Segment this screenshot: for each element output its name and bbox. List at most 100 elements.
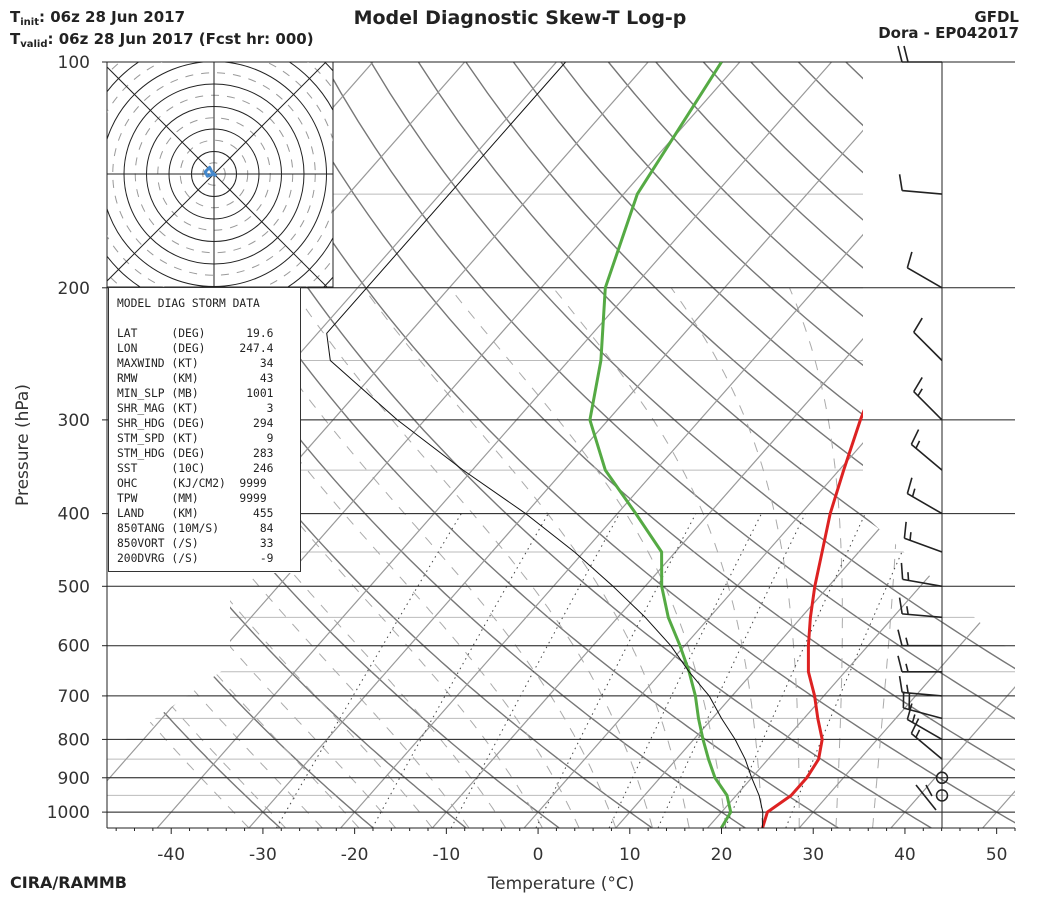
series-layer: [326, 62, 1015, 828]
wind-barb-staff: [902, 691, 943, 697]
wind-barb-feather: [906, 477, 913, 494]
valid-subscript: valid: [20, 39, 48, 50]
wind-barb-half-feather: [907, 572, 910, 581]
dry-adiabat: [1036, 62, 1040, 828]
moist-adiabat: [670, 287, 800, 828]
isotherm: [798, 62, 1015, 828]
isotherm: [431, 62, 1015, 828]
mixing-ratio-line: [450, 513, 620, 828]
dry-adiabat: [892, 62, 1015, 828]
wind-barb-feather: [910, 429, 920, 445]
y-tick-label: 700: [58, 687, 90, 707]
y-tick-label: 600: [58, 637, 90, 657]
storm-data-title: MODEL DIAG STORM DATA: [117, 297, 260, 310]
moist-adiabat: [107, 287, 360, 828]
isotherm: [707, 62, 1015, 828]
dry-adiabat: [275, 62, 1015, 828]
wind-barb-feather: [913, 317, 923, 333]
x-tick-label: -40: [157, 845, 185, 865]
wind-barb-half-feather: [917, 388, 923, 397]
valid-prefix: T: [10, 30, 21, 48]
storm-data-row: 200DVRG (/S) -9: [117, 552, 274, 565]
dry-adiabat: [987, 62, 1015, 828]
hodograph-grid: [107, 62, 333, 287]
moist-adiabat: [872, 287, 900, 828]
wind-barb-feather: [913, 377, 923, 393]
moist-adiabat: [107, 287, 250, 828]
wind-barb-staff: [902, 613, 943, 619]
x-tick-label: -30: [249, 845, 277, 865]
moist-adiabat: [789, 287, 843, 828]
x-tick-label: 10: [619, 845, 641, 865]
surface-wind-mark: [925, 784, 933, 797]
x-tick-label: 50: [986, 845, 1008, 865]
x-tick-label: 0: [533, 845, 544, 865]
storm-data-row: TPW (MM) 9999: [117, 492, 267, 505]
wind-barb-staff: [906, 718, 943, 741]
storm-data-row: 850TANG (10M/S) 84: [117, 522, 274, 535]
storm-data-box: MODEL DIAG STORM DATA LAT (DEG) 19.6 LON …: [108, 287, 301, 572]
wind-barb-staff: [906, 267, 943, 289]
wind-barb-staff: [913, 331, 943, 362]
init-subscript: init: [20, 17, 39, 28]
wind-barb-feather: [898, 676, 903, 693]
wind-barb-half-feather: [915, 729, 921, 738]
wind-barb-feather: [898, 174, 903, 191]
wind-barb-staff: [910, 732, 943, 760]
dry-adiabat: [107, 62, 281, 828]
storm-data-row: LAND (KM) 455: [117, 507, 274, 520]
mixing-ratio-line: [275, 513, 462, 828]
y-tick-label: 500: [58, 577, 90, 597]
dry-adiabat: [180, 62, 932, 828]
valid-text: : 06z 28 Jun 2017 (Fcst hr: 000): [47, 30, 314, 48]
moist-adiabat: [107, 287, 433, 828]
isotherm: [107, 62, 649, 828]
dry-adiabat: [750, 62, 1015, 828]
wind-barb-half-feather: [911, 714, 916, 723]
series-dewpoint-line: [588, 62, 733, 828]
storm-data-row: OHC (KJ/CM2) 9999: [117, 477, 267, 490]
storm-data-row: STM_SPD (KT) 9: [117, 432, 274, 445]
dry-adiabat: [512, 62, 1015, 828]
valid-time: Tvalid: 06z 28 Jun 2017 (Fcst hr: 000): [10, 30, 314, 50]
dry-adiabat: [227, 62, 1015, 828]
mixing-ratio-line: [535, 513, 697, 828]
surface-wind-mark: [915, 784, 937, 811]
wind-barb-feather: [906, 251, 913, 269]
x-tick-label: -20: [341, 845, 369, 865]
storm-data-row: LON (DEG) 247.4: [117, 342, 274, 355]
wind-barb-feather: [903, 521, 907, 539]
wind-barb-feather: [897, 629, 903, 646]
series-temperature-line: [761, 62, 1015, 828]
wind-barb-feather: [910, 718, 920, 734]
isotherm: [0, 62, 6, 828]
dry-adiabat: [417, 62, 1015, 828]
dry-adiabat: [607, 62, 1015, 828]
wind-barb-feather: [897, 655, 903, 672]
y-tick-label: 1000: [47, 803, 90, 823]
wind-barb-feather: [903, 45, 909, 63]
moist-adiabat: [449, 287, 727, 828]
chart-title: Model Diagnostic Skew-T Log-p: [353, 7, 687, 29]
wind-barb-half-feather: [905, 663, 909, 672]
storm-data-row: MIN_SLP (MB) 1001: [117, 387, 274, 400]
storm-data-row: SST (10C) 246: [117, 462, 274, 475]
wind-barb-half-feather: [905, 637, 909, 646]
wind-barb-staff: [913, 391, 943, 421]
y-tick-label: 100: [58, 53, 90, 73]
storm-data-row: MAXWIND (KT) 34: [117, 357, 274, 370]
x-tick-label: 40: [894, 845, 916, 865]
dry-adiabat: [370, 62, 1015, 828]
isotherm: [523, 62, 1015, 828]
init-time: Tinit: 06z 28 Jun 2017: [10, 8, 185, 28]
x-tick-label: -10: [432, 845, 460, 865]
hodograph: [106, 61, 334, 288]
wind-barb-half-feather: [909, 532, 912, 541]
dry-adiabat: [845, 62, 1015, 828]
storm-data-row: SHR_HDG (DEG) 294: [117, 417, 274, 430]
wind-barbs: [897, 45, 949, 828]
dry-adiabat: [132, 62, 839, 828]
storm-name: Dora - EP042017: [878, 24, 1019, 42]
hodograph-trace: [203, 165, 218, 178]
dry-adiabat: [655, 62, 1015, 828]
